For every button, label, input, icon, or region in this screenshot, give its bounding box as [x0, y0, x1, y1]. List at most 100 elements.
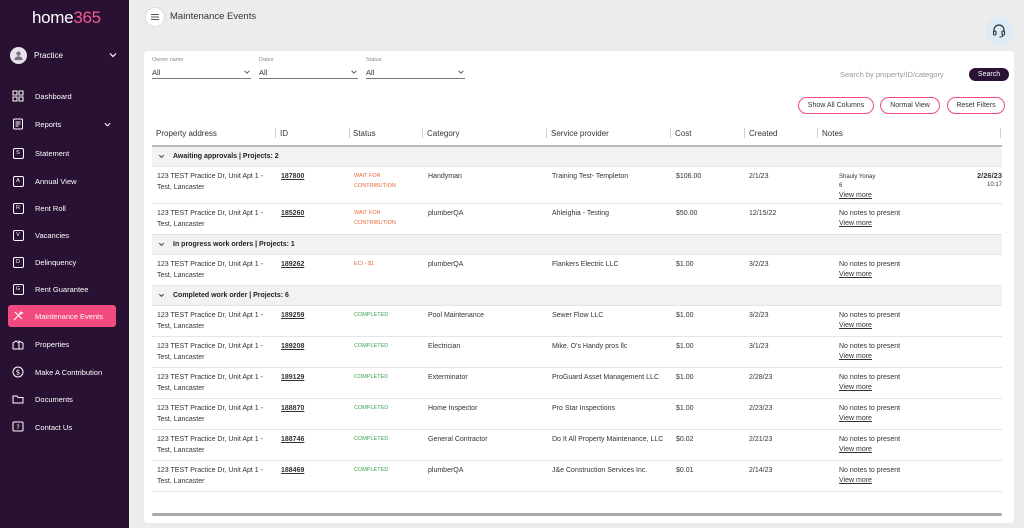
view-more-link[interactable]: View more [839, 322, 872, 329]
horizontal-scrollbar[interactable] [152, 513, 1002, 516]
s-box-icon: S [12, 147, 24, 159]
column-header-cost[interactable]: Cost [675, 129, 692, 138]
column-header-property-address[interactable]: Property address [156, 129, 217, 138]
sidebar-item-vacancies[interactable]: V Vacancies [8, 224, 116, 246]
column-header-category[interactable]: Category [427, 129, 460, 138]
search-input[interactable] [840, 68, 960, 80]
work-order-id-link[interactable]: 189259 [281, 312, 305, 319]
owner-filter[interactable]: Owner name All [152, 57, 251, 79]
view-more-link[interactable]: View more [839, 384, 872, 391]
table-row[interactable]: 123 TEST Practice Dr, Unit Apt 1 - Test,… [152, 204, 1002, 235]
table-row[interactable]: 123 TEST Practice Dr, Unit Apt 1 - Test,… [152, 368, 1002, 399]
table-row[interactable]: 123 TEST Practice Dr, Unit Apt 1 - Test,… [152, 255, 1002, 286]
chevron-down-icon [109, 53, 117, 58]
table-row[interactable]: 123 TEST Practice Dr, Unit Apt 1 - Test,… [152, 167, 1002, 204]
g-box-icon: G [12, 283, 24, 295]
svg-text:$: $ [16, 369, 20, 377]
status-badge: ECI - $1 [354, 261, 375, 267]
work-order-id-link[interactable]: 189208 [281, 343, 305, 350]
view-more-link[interactable]: View more [839, 192, 872, 199]
normal-view-button[interactable]: Normal View [880, 97, 940, 114]
status-filter[interactable]: Status All [366, 57, 465, 79]
column-divider [744, 128, 745, 138]
group-header-completed[interactable]: Completed work order | Projects: 6 [152, 286, 1002, 306]
sidebar-item-maintenance-events[interactable]: Maintenance Events [8, 305, 116, 327]
show-all-columns-button[interactable]: Show All Columns [798, 97, 874, 114]
avatar [10, 46, 27, 64]
chevron-down-icon [158, 242, 165, 247]
status-badge: WAIT FOR CONTRIBUTION [354, 173, 396, 189]
sidebar-item-rent-roll[interactable]: R Rent Roll [8, 197, 116, 219]
sidebar-item-statement[interactable]: S Statement [8, 142, 116, 164]
note-text: No notes to present [839, 210, 901, 217]
chevron-down-icon [158, 154, 165, 159]
search-button[interactable]: Search [969, 68, 1009, 81]
a-box-icon: A [12, 175, 24, 187]
status-select[interactable]: All [366, 66, 465, 79]
sidebar-item-contact-us[interactable]: ? Contact Us [8, 416, 116, 438]
note-text: No notes to present [839, 405, 901, 412]
table-row[interactable]: 123 TEST Practice Dr, Unit Apt 1 - Test,… [152, 306, 1002, 337]
group-header-awaiting-approvals[interactable]: Awaiting approvals | Projects: 2 [152, 147, 1002, 167]
sidebar-item-dashboard[interactable]: Dashboard [8, 85, 116, 107]
work-order-id-link[interactable]: 188746 [281, 436, 305, 443]
view-more-link[interactable]: View more [839, 271, 872, 278]
sidebar-item-rent-guarantee[interactable]: G Rent Guarantee [8, 278, 116, 300]
column-header-status[interactable]: Status [353, 129, 376, 138]
properties-icon [12, 338, 24, 350]
sidebar-item-properties[interactable]: Properties [8, 333, 116, 355]
chevron-down-icon [104, 122, 111, 127]
column-header-service-provider[interactable]: Service provider [551, 129, 609, 138]
sidebar-item-documents[interactable]: Documents [8, 388, 116, 410]
column-header-notes[interactable]: Notes [822, 129, 843, 138]
status-badge: COMPLETED [354, 374, 389, 380]
v-box-icon: V [12, 229, 24, 241]
work-order-id-link[interactable]: 189129 [281, 374, 305, 381]
support-button[interactable] [985, 17, 1013, 45]
view-more-link[interactable]: View more [839, 353, 872, 360]
sidebar-item-annual-view[interactable]: A Annual View [8, 170, 116, 192]
table-row[interactable]: 123 TEST Practice Dr, Unit Apt 1 - Test,… [152, 461, 1002, 492]
dates-select[interactable]: All [259, 66, 358, 79]
chevron-down-icon [458, 70, 464, 74]
svg-text:?: ? [16, 423, 19, 431]
column-divider [817, 128, 818, 138]
status-badge: COMPLETED [354, 436, 389, 442]
note-text: No notes to present [839, 261, 901, 268]
note-text: No notes to present [839, 374, 901, 381]
table-row[interactable]: 123 TEST Practice Dr, Unit Apt 1 - Test,… [152, 399, 1002, 430]
tools-icon [12, 310, 24, 322]
chevron-down-icon [158, 293, 165, 298]
help-icon: ? [12, 421, 24, 433]
view-more-link[interactable]: View more [839, 220, 872, 227]
owner-select[interactable]: All [152, 66, 251, 79]
work-order-id-link[interactable]: 188870 [281, 405, 305, 412]
sidebar-item-delinquency[interactable]: D Delinquency [8, 251, 116, 273]
d-box-icon: D [12, 256, 24, 268]
work-order-id-link[interactable]: 189262 [281, 261, 305, 268]
hamburger-icon [151, 14, 159, 20]
work-order-id-link[interactable]: 188469 [281, 467, 305, 474]
dates-filter[interactable]: Dates All [259, 57, 358, 79]
work-order-id-link[interactable]: 187800 [281, 173, 305, 180]
column-divider [1000, 128, 1001, 138]
column-header-created[interactable]: Created [749, 129, 778, 138]
sidebar-item-make-contribution[interactable]: $ Make A Contribution [8, 361, 116, 383]
user-icon [14, 51, 23, 60]
reports-icon [12, 118, 24, 130]
table-row[interactable]: 123 TEST Practice Dr, Unit Apt 1 - Test,… [152, 337, 1002, 368]
status-badge: COMPLETED [354, 343, 389, 349]
work-order-id-link[interactable]: 185260 [281, 210, 305, 217]
sidebar: home365 Practice Dashboard Reports S Sta… [0, 0, 129, 528]
menu-toggle-button[interactable] [145, 7, 165, 27]
view-more-link[interactable]: View more [839, 415, 872, 422]
sidebar-item-reports[interactable]: Reports [8, 113, 116, 135]
table-row[interactable]: 123 TEST Practice Dr, Unit Apt 1 - Test,… [152, 430, 1002, 461]
home365-logo[interactable]: home365 [32, 8, 101, 27]
account-switcher[interactable]: Practice [10, 45, 118, 65]
column-header-id[interactable]: ID [280, 129, 288, 138]
reset-filters-button[interactable]: Reset Filters [947, 97, 1005, 114]
view-more-link[interactable]: View more [839, 477, 872, 484]
view-more-link[interactable]: View more [839, 446, 872, 453]
group-header-in-progress[interactable]: In progress work orders | Projects: 1 [152, 235, 1002, 255]
